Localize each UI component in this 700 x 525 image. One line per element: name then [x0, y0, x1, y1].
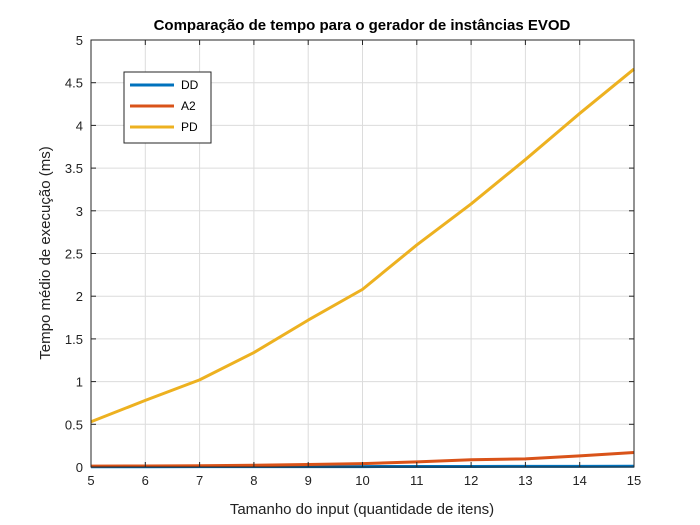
x-tick-label: 13	[518, 473, 532, 488]
y-tick-label: 0.5	[65, 417, 83, 432]
x-tick-label: 8	[250, 473, 257, 488]
x-tick-label: 15	[627, 473, 641, 488]
legend-label-pd: PD	[181, 120, 198, 134]
y-tick-label: 0	[76, 460, 83, 475]
y-tick-label: 2.5	[65, 247, 83, 262]
y-tick-label: 5	[76, 33, 83, 48]
y-tick-label: 4.5	[65, 76, 83, 91]
y-tick-label: 1.5	[65, 332, 83, 347]
y-tick-label: 3	[76, 204, 83, 219]
x-tick-label: 11	[410, 473, 424, 488]
legend-label-dd: DD	[181, 78, 199, 92]
series-line-pd	[90, 67, 635, 424]
x-tick-label: 6	[142, 473, 149, 488]
ticks: 5 6 7 8 9 10 11 12 13 14 15 0 0.5 1 1.5 2 2.5 3 3.5 4 4.5 5	[65, 33, 641, 488]
x-tick-label: 14	[572, 473, 586, 488]
x-tick-label: 9	[305, 473, 312, 488]
x-tick-label: 7	[196, 473, 203, 488]
legend-label-a2: A2	[181, 99, 196, 113]
chart-title: Comparação de tempo para o gerador de in…	[154, 17, 571, 34]
y-axis-label: Tempo médio de execução (ms)	[37, 146, 54, 359]
y-tick-label: 3.5	[65, 161, 83, 176]
x-axis-label: Tamanho do input (quantidade de itens)	[230, 501, 494, 518]
y-tick-label: 4	[76, 118, 83, 133]
x-tick-label: 10	[355, 473, 369, 488]
legend: DD A2 PD	[123, 71, 212, 144]
y-tick-label: 2	[76, 289, 83, 304]
y-tick-label: 1	[76, 375, 83, 390]
x-tick-label: 5	[87, 473, 94, 488]
x-tick-label: 12	[464, 473, 478, 488]
